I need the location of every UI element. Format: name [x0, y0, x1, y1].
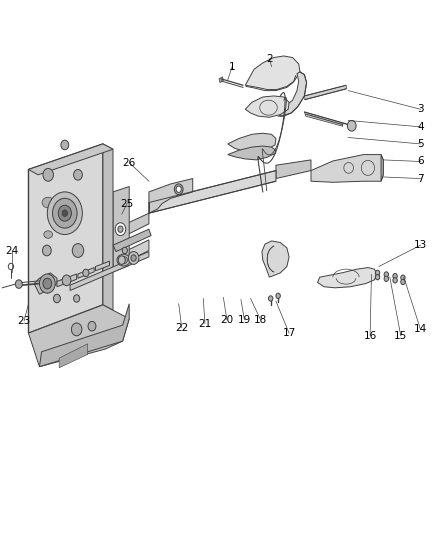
- Circle shape: [393, 278, 397, 283]
- Text: 1: 1: [229, 62, 236, 71]
- Circle shape: [118, 256, 125, 264]
- Text: 6: 6: [417, 157, 424, 166]
- Polygon shape: [219, 77, 223, 83]
- Polygon shape: [78, 268, 94, 278]
- Text: 22: 22: [175, 323, 188, 333]
- Polygon shape: [101, 213, 149, 248]
- Text: 2: 2: [266, 54, 273, 63]
- Polygon shape: [278, 72, 307, 116]
- Circle shape: [53, 198, 77, 228]
- Polygon shape: [34, 273, 57, 294]
- Circle shape: [128, 252, 139, 264]
- Polygon shape: [228, 133, 276, 152]
- Polygon shape: [103, 144, 113, 310]
- Text: 19: 19: [238, 315, 251, 325]
- Circle shape: [53, 294, 60, 303]
- Text: 4: 4: [417, 122, 424, 132]
- Polygon shape: [245, 56, 300, 90]
- Polygon shape: [149, 171, 276, 213]
- Circle shape: [276, 293, 280, 298]
- Circle shape: [401, 279, 405, 285]
- Circle shape: [176, 186, 181, 192]
- Circle shape: [83, 269, 89, 277]
- Text: 17: 17: [283, 328, 296, 338]
- Circle shape: [47, 192, 82, 235]
- Circle shape: [375, 270, 380, 276]
- Polygon shape: [262, 241, 289, 277]
- Circle shape: [268, 296, 273, 301]
- Text: 21: 21: [198, 319, 212, 328]
- Text: 5: 5: [417, 139, 424, 149]
- Circle shape: [72, 244, 84, 257]
- Polygon shape: [304, 112, 343, 126]
- Text: 23: 23: [18, 316, 31, 326]
- Circle shape: [42, 245, 51, 256]
- Polygon shape: [28, 144, 113, 175]
- Circle shape: [375, 274, 380, 280]
- Text: 14: 14: [414, 325, 427, 334]
- Circle shape: [393, 273, 397, 279]
- Polygon shape: [57, 274, 77, 287]
- Text: 18: 18: [254, 315, 267, 325]
- Text: 7: 7: [417, 174, 424, 183]
- Polygon shape: [59, 344, 88, 368]
- Polygon shape: [96, 240, 149, 277]
- Polygon shape: [304, 85, 347, 100]
- Circle shape: [15, 280, 22, 288]
- Circle shape: [401, 275, 405, 280]
- Circle shape: [43, 278, 52, 289]
- Circle shape: [71, 323, 82, 336]
- Circle shape: [43, 168, 53, 181]
- Circle shape: [347, 120, 356, 131]
- Polygon shape: [228, 146, 276, 160]
- Polygon shape: [318, 268, 377, 288]
- Text: 3: 3: [417, 104, 424, 114]
- Text: 16: 16: [364, 331, 377, 341]
- Circle shape: [131, 255, 136, 261]
- Polygon shape: [113, 229, 151, 252]
- Circle shape: [74, 295, 80, 302]
- Circle shape: [62, 275, 71, 286]
- Text: 25: 25: [120, 199, 134, 208]
- Text: 20: 20: [220, 315, 233, 325]
- Circle shape: [61, 140, 69, 150]
- Text: 15: 15: [394, 331, 407, 341]
- Circle shape: [384, 276, 389, 281]
- Polygon shape: [95, 261, 110, 271]
- Polygon shape: [381, 155, 383, 181]
- Polygon shape: [28, 144, 103, 333]
- Circle shape: [174, 184, 183, 195]
- Text: 24: 24: [6, 246, 19, 255]
- Text: 26: 26: [123, 158, 136, 167]
- Circle shape: [58, 205, 71, 221]
- Ellipse shape: [44, 231, 53, 238]
- Ellipse shape: [120, 256, 127, 264]
- Text: 13: 13: [414, 240, 427, 250]
- Circle shape: [384, 272, 389, 277]
- Ellipse shape: [117, 254, 130, 266]
- Polygon shape: [311, 155, 383, 182]
- Circle shape: [74, 169, 82, 180]
- Circle shape: [122, 247, 127, 254]
- Polygon shape: [28, 305, 129, 367]
- Circle shape: [118, 226, 123, 232]
- Polygon shape: [245, 96, 289, 117]
- Circle shape: [8, 263, 14, 270]
- Polygon shape: [149, 179, 193, 213]
- Circle shape: [62, 210, 67, 216]
- Polygon shape: [70, 252, 149, 290]
- Circle shape: [115, 223, 126, 236]
- Polygon shape: [39, 304, 129, 367]
- Polygon shape: [276, 160, 311, 179]
- Circle shape: [88, 321, 96, 331]
- Polygon shape: [113, 187, 129, 272]
- Ellipse shape: [42, 197, 54, 208]
- Circle shape: [39, 274, 55, 293]
